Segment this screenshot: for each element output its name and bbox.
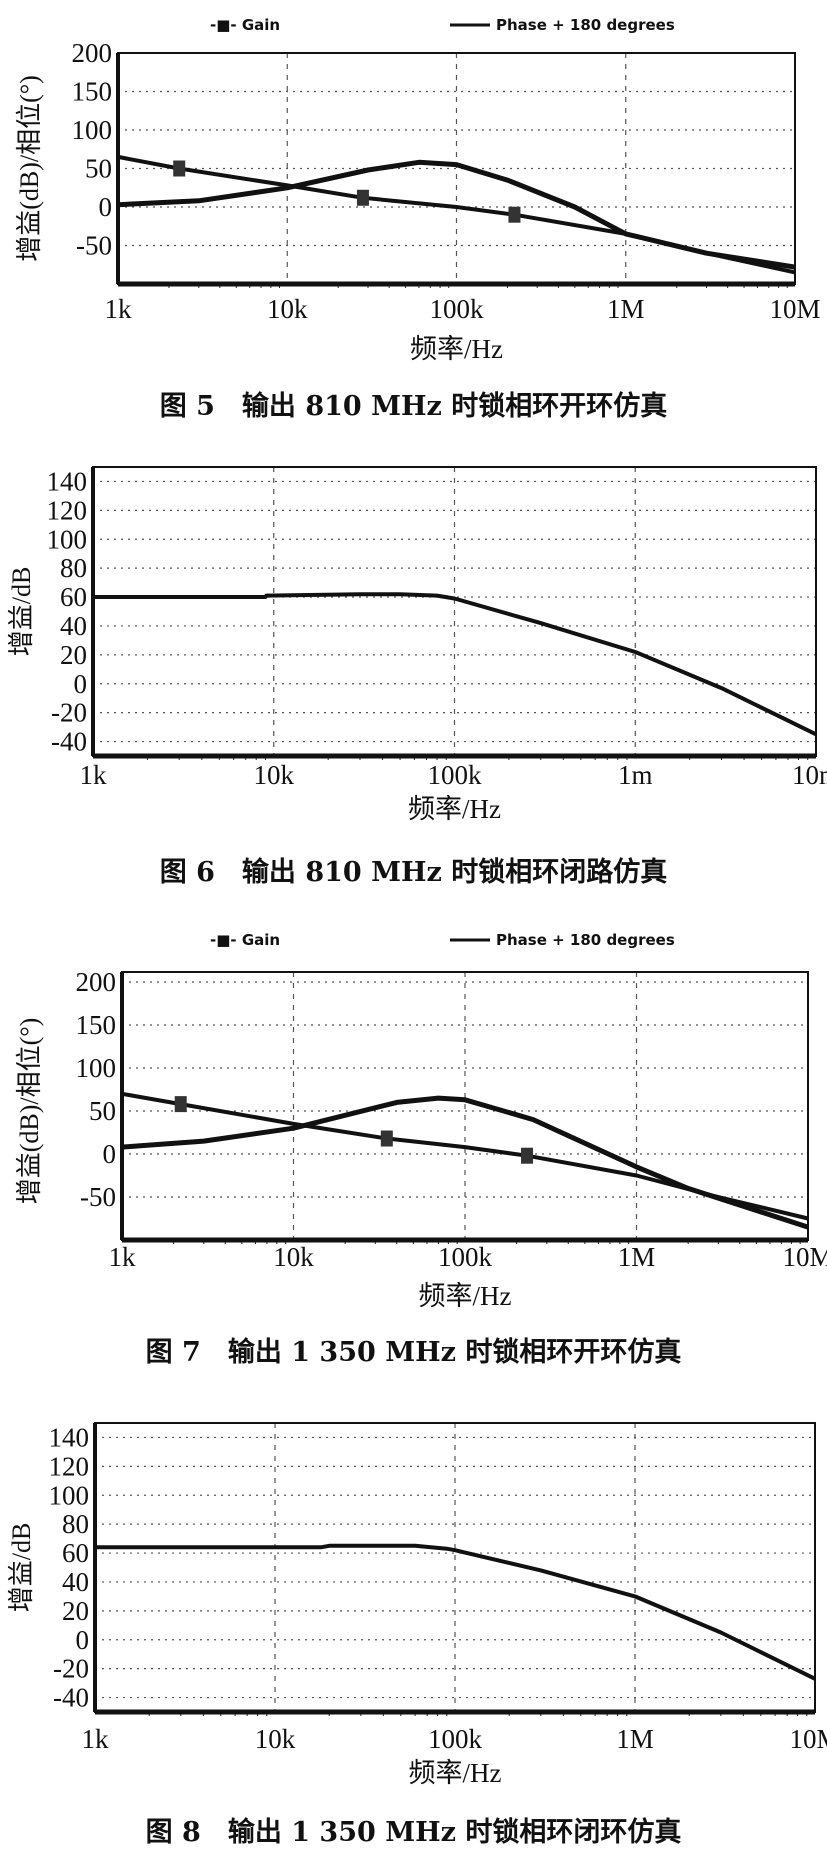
y-tick-label: 80 xyxy=(60,553,87,583)
y-tick-label: 40 xyxy=(60,611,87,641)
y-tick-label: 100 xyxy=(49,1480,90,1510)
chart-5: 200 150 100 50 0 -50 1k 10k 100k 1M 10M -■- Gain Pha… xyxy=(15,16,821,364)
x-tick-label: 100k xyxy=(428,1724,483,1754)
x-tick-label: 10k xyxy=(254,760,295,790)
y-tick-label: -40 xyxy=(51,727,87,757)
x-tick-label: 1M xyxy=(618,1242,656,1272)
legend-gain-label: -■- Gain xyxy=(210,931,280,949)
y-tick-label: -20 xyxy=(53,1654,89,1684)
gain-marker xyxy=(173,160,186,177)
x-tick-label: 10k xyxy=(267,294,308,324)
y-axis-title: 增益(dB)/相位(°) xyxy=(15,75,44,262)
x-tick-label: 10k xyxy=(255,1724,296,1754)
y-tick-label: -20 xyxy=(51,698,87,728)
y-tick-label: -50 xyxy=(76,231,112,261)
y-tick-label: 120 xyxy=(47,495,88,525)
series-line-phase-180-degrees xyxy=(121,1095,809,1230)
y-tick-label: 60 xyxy=(62,1538,89,1568)
y-tick-label: 200 xyxy=(76,967,117,997)
x-tick-label: 100k xyxy=(428,760,483,790)
legend-phase-label: Phase + 180 degrees xyxy=(496,16,675,34)
legend-gain-label: -■- Gain xyxy=(210,16,280,34)
y-tick-label: 0 xyxy=(103,1139,117,1169)
y-axis-title: 增益/dB xyxy=(7,1523,36,1613)
series-line-phase-180-degrees xyxy=(117,159,796,270)
series-line-gain xyxy=(95,1543,816,1681)
y-tick-label: 20 xyxy=(62,1596,89,1626)
x-tick-label: 1M xyxy=(616,1724,654,1754)
series-line-gain xyxy=(93,592,817,737)
y-tick-label: -40 xyxy=(53,1683,89,1713)
y-tick-label: -50 xyxy=(80,1182,116,1212)
y-tick-label: 120 xyxy=(49,1451,90,1481)
y-tick-label: 140 xyxy=(47,466,88,496)
y-tick-label: 50 xyxy=(85,154,112,184)
y-tick-label: 50 xyxy=(89,1096,116,1126)
figure-6-caption: 图 6 输出 810 MHz 时锁相环闭路仿真 xyxy=(159,857,668,888)
y-tick-label: 150 xyxy=(72,77,113,107)
legend-phase-label: Phase + 180 degrees xyxy=(496,931,675,949)
x-tick-label: 1k xyxy=(105,294,133,324)
y-tick-label: 100 xyxy=(72,115,113,145)
figure-7-caption: 图 7 输出 1 350 MHz 时锁相环开环仿真 xyxy=(145,1337,682,1368)
x-tick-label: 100k xyxy=(430,294,485,324)
y-tick-label: 80 xyxy=(62,1509,89,1539)
x-tick-label: 10M xyxy=(789,1724,827,1754)
y-tick-label: 150 xyxy=(76,1010,117,1040)
gain-marker xyxy=(521,1147,534,1164)
y-axis-title: 增益(dB)/相位(°) xyxy=(15,1018,44,1205)
x-tick-label: 1M xyxy=(607,294,645,324)
y-axis-title: 增益/dB xyxy=(7,567,36,657)
x-tick-label: 100k xyxy=(438,1242,493,1272)
y-tick-label: 0 xyxy=(99,192,113,222)
x-axis-title: 频率/Hz xyxy=(409,1758,502,1788)
y-tick-label: 60 xyxy=(60,582,87,612)
gain-marker xyxy=(508,206,521,223)
y-tick-label: 100 xyxy=(47,524,88,554)
x-axis-title: 频率/Hz xyxy=(408,794,501,824)
x-tick-label: 1k xyxy=(80,760,108,790)
y-tick-label: 0 xyxy=(74,669,88,699)
x-tick-label: 1k xyxy=(82,1724,110,1754)
x-tick-label: 10m xyxy=(792,760,827,790)
y-tick-label: 40 xyxy=(62,1567,89,1597)
y-tick-label: 200 xyxy=(72,38,113,68)
y-tick-label: 0 xyxy=(76,1625,90,1655)
x-axis-title: 频率/Hz xyxy=(410,334,503,364)
x-tick-label: 10k xyxy=(273,1242,314,1272)
x-tick-label: 1m xyxy=(618,760,653,790)
x-axis-title: 频率/Hz xyxy=(419,1281,512,1311)
figure-5-caption: 图 5 输出 810 MHz 时锁相环开环仿真 xyxy=(159,391,668,422)
y-tick-label: 100 xyxy=(76,1053,117,1083)
y-tick-label: 20 xyxy=(60,640,87,670)
x-tick-label: 1k xyxy=(109,1242,137,1272)
y-tick-label: 140 xyxy=(49,1422,90,1452)
gain-marker xyxy=(380,1130,393,1147)
x-tick-label: 10M xyxy=(782,1242,827,1272)
chart-7: 200 150 100 50 0 -50 1k 10k 100k 1M 10M -■- Gain Pha… xyxy=(15,931,827,1311)
figure-8-caption: 图 8 输出 1 350 MHz 时锁相环闭环仿真 xyxy=(145,1817,682,1848)
series-line-gain xyxy=(121,1091,809,1221)
gain-marker xyxy=(174,1096,187,1113)
gain-marker xyxy=(356,189,369,206)
x-tick-label: 10M xyxy=(769,294,820,324)
